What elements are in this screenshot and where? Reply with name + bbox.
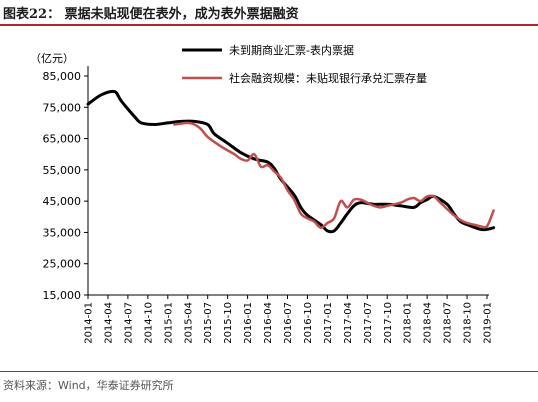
footer-rule <box>0 371 538 372</box>
x-tick-label: 2018-01 <box>403 302 414 344</box>
x-tick-label: 2019-01 <box>483 302 494 344</box>
x-tick-label: 2017-10 <box>383 302 394 344</box>
series-line-1 <box>86 89 496 234</box>
line-chart: 15,000 25,000 35,000 45,000 55,000 65,000 75,0… <box>30 43 496 344</box>
x-tick-label: 2018-07 <box>443 302 454 344</box>
y-tick-label: 65,000 <box>43 133 82 146</box>
x-tick-label: 2016-07 <box>283 302 294 344</box>
x-tick-label: 2014-01 <box>84 302 95 344</box>
x-tick-label: 2017-01 <box>323 302 334 344</box>
x-tick-label: 2014-04 <box>103 302 114 344</box>
axes: 15,000 25,000 35,000 45,000 55,000 65,000 75,0… <box>43 66 494 344</box>
title-rule <box>0 24 538 26</box>
x-tick-label: 2015-01 <box>163 302 174 344</box>
x-tick-label: 2016-04 <box>263 302 274 344</box>
x-tick-label: 2017-07 <box>363 302 374 344</box>
x-tick-label: 2018-10 <box>463 302 474 344</box>
y-axis-unit-label: （亿元） <box>30 52 74 65</box>
x-tick-label: 2016-01 <box>243 302 254 344</box>
y-tick-label: 25,000 <box>43 258 82 271</box>
y-tick-label: 55,000 <box>43 164 82 177</box>
figure-title: 图表22： 票据未贴现便在表外，成为表外票据融资 <box>3 7 299 22</box>
x-tick-label: 2015-07 <box>203 302 214 344</box>
x-tick-label: 2016-10 <box>303 302 314 344</box>
x-tick-label: 2015-04 <box>183 302 194 344</box>
figure-source: 资料来源：Wind，华泰证券研究所 <box>3 379 174 392</box>
legend-label-1: 未到期商业汇票-表内票据 <box>229 43 354 57</box>
x-tick-label: 2014-10 <box>143 302 154 344</box>
series-layer <box>86 89 496 234</box>
y-tick-label: 15,000 <box>43 289 82 302</box>
legend-label-2: 社会融资规模：未贴现银行承兑汇票存量 <box>229 71 427 85</box>
x-tick-label: 2018-04 <box>423 302 434 344</box>
figure-header: 图表22： 票据未贴现便在表外，成为表外票据融资 <box>0 0 538 26</box>
chart-area: 15,000 25,000 35,000 45,000 55,000 65,000 75,0… <box>0 28 538 370</box>
series-line-2 <box>173 121 495 229</box>
x-tick-label: 2015-10 <box>223 302 234 344</box>
y-tick-label: 35,000 <box>43 226 82 239</box>
x-tick-label: 2017-04 <box>343 302 354 344</box>
y-tick-label: 45,000 <box>43 195 82 208</box>
x-tick-label: 2014-07 <box>123 302 134 344</box>
y-tick-label: 85,000 <box>43 70 82 83</box>
y-tick-label: 75,000 <box>43 101 82 114</box>
